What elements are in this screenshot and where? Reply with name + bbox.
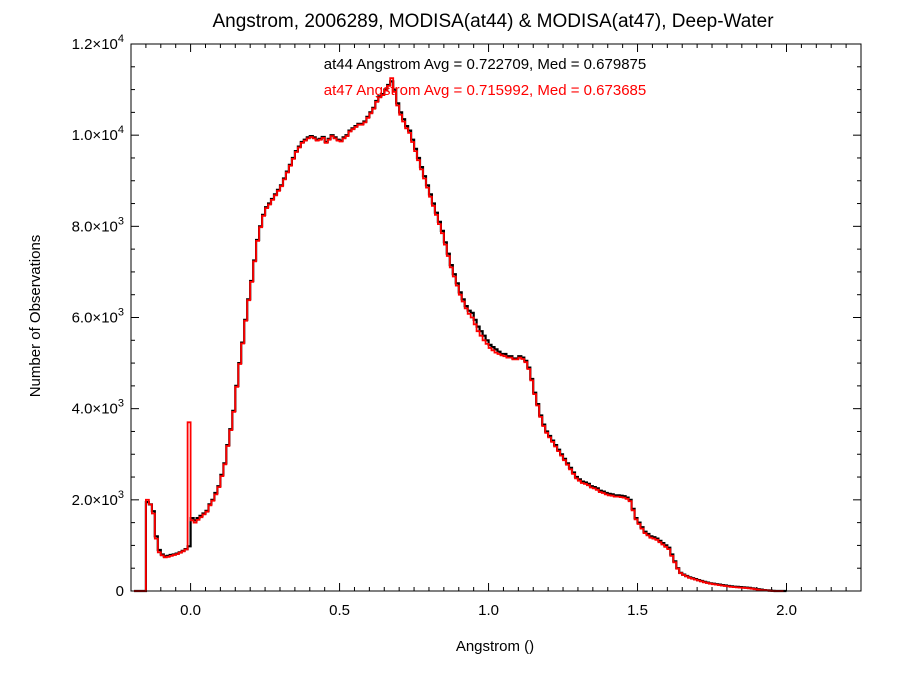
y-tick-exponent: 3: [118, 489, 124, 501]
legend-entry-at44: at44 Angstrom Avg = 0.722709, Med = 0.67…: [324, 56, 646, 73]
y-tick-exponent: 4: [118, 124, 124, 136]
y-axis-label: Number of Observations: [27, 235, 44, 398]
legend-entry-at47: at47 Angstrom Avg = 0.715992, Med = 0.67…: [324, 82, 646, 99]
y-tick-mantissa: 4.0×10: [72, 401, 118, 418]
x-axis-ticks: 0.0 0.5 1.0 1.5 2.0: [145, 44, 862, 619]
x-tick-label: 1.5: [627, 602, 648, 619]
y-tick-exponent: 3: [118, 215, 124, 227]
y-tick-exponent: 3: [118, 398, 124, 410]
y-tick-label: 1.0×104: [72, 124, 124, 144]
series-line-at47: [134, 77, 784, 592]
plot-frame: [130, 43, 862, 592]
y-tick-exponent: 4: [118, 33, 124, 45]
y-tick-mantissa: 6.0×10: [72, 310, 118, 327]
y-tick-mantissa: 2.0×10: [72, 492, 118, 509]
y-tick-mantissa: 8.0×10: [72, 218, 118, 235]
x-tick-label: 2.0: [776, 602, 797, 619]
y-tick-label: 2.0×103: [72, 489, 124, 509]
y-tick-label: 0: [116, 583, 124, 600]
x-tick-label: 0.0: [180, 602, 201, 619]
y-axis-ticks: 02.0×1034.0×1036.0×1038.0×1031.0×1041.2×…: [72, 33, 861, 600]
x-tick-label: 0.5: [329, 602, 350, 619]
y-tick-label: 1.2×104: [72, 33, 124, 53]
y-tick-mantissa: 1.2×10: [72, 36, 118, 53]
series-line-at44: [134, 80, 787, 593]
y-tick-exponent: 3: [118, 307, 124, 319]
y-tick-mantissa: 1.0×10: [72, 127, 118, 144]
y-tick-label: 4.0×103: [72, 398, 124, 418]
x-tick-label: 1.0: [478, 602, 499, 619]
chart-title: Angstrom, 2006289, MODISA(at44) & MODISA…: [212, 11, 774, 32]
y-tick-label: 8.0×103: [72, 215, 124, 235]
y-tick-mantissa: 0: [116, 583, 124, 600]
x-axis-label: Angstrom (): [456, 638, 534, 655]
series-layer: [134, 77, 787, 593]
y-tick-label: 6.0×103: [72, 307, 124, 327]
